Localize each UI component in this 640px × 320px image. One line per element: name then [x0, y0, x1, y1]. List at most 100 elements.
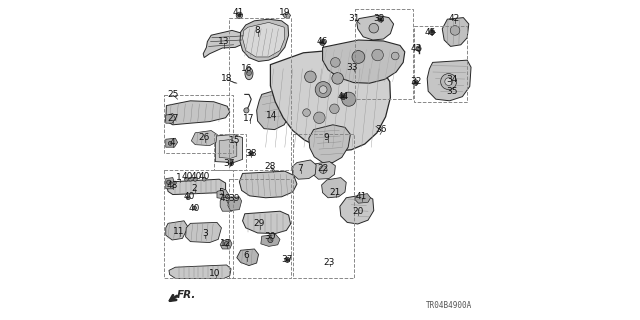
Text: 16: 16	[241, 64, 252, 73]
Text: 13: 13	[218, 37, 230, 46]
Bar	[229, 179, 291, 278]
Circle shape	[320, 40, 326, 45]
Circle shape	[451, 26, 460, 35]
Polygon shape	[340, 195, 374, 224]
Text: 37: 37	[282, 255, 293, 264]
Circle shape	[189, 177, 192, 181]
Text: 20: 20	[352, 207, 364, 216]
Circle shape	[413, 80, 419, 85]
Circle shape	[166, 180, 172, 185]
Circle shape	[238, 14, 241, 17]
Text: 28: 28	[265, 162, 276, 171]
Text: 25: 25	[167, 90, 179, 99]
Text: 21: 21	[330, 188, 341, 196]
Text: 32: 32	[374, 14, 385, 23]
Polygon shape	[220, 197, 234, 211]
Text: 26: 26	[198, 133, 210, 142]
Polygon shape	[219, 140, 237, 158]
Polygon shape	[355, 194, 371, 203]
Circle shape	[193, 177, 197, 181]
Polygon shape	[186, 222, 221, 243]
Bar	[355, 9, 413, 99]
Circle shape	[230, 162, 232, 164]
Polygon shape	[261, 235, 280, 246]
Circle shape	[314, 112, 325, 124]
Text: 7: 7	[297, 164, 303, 172]
Ellipse shape	[245, 68, 253, 80]
Polygon shape	[239, 171, 297, 198]
Text: 41: 41	[233, 8, 244, 17]
Polygon shape	[204, 30, 248, 58]
Circle shape	[250, 153, 252, 155]
Text: 23: 23	[323, 258, 335, 267]
Circle shape	[285, 257, 290, 262]
Text: 18: 18	[221, 74, 233, 83]
Circle shape	[416, 46, 421, 51]
Text: 1: 1	[177, 173, 182, 182]
Bar	[229, 18, 291, 170]
Circle shape	[319, 166, 327, 173]
Polygon shape	[166, 221, 188, 240]
Polygon shape	[283, 12, 291, 19]
Polygon shape	[257, 90, 292, 130]
Polygon shape	[191, 131, 217, 146]
Circle shape	[342, 95, 344, 98]
Circle shape	[168, 141, 172, 145]
Text: 44: 44	[337, 92, 349, 100]
Text: 33: 33	[346, 63, 358, 72]
Text: 36: 36	[376, 125, 387, 134]
Circle shape	[305, 71, 316, 83]
Circle shape	[392, 52, 399, 60]
Text: 15: 15	[230, 136, 241, 145]
Polygon shape	[243, 22, 285, 57]
Polygon shape	[309, 125, 351, 163]
Text: 10: 10	[209, 269, 221, 278]
Circle shape	[378, 16, 383, 22]
Circle shape	[414, 81, 417, 84]
Circle shape	[249, 151, 253, 156]
Text: 39: 39	[228, 194, 239, 203]
Polygon shape	[166, 178, 174, 189]
Text: 14: 14	[266, 111, 278, 120]
Polygon shape	[312, 162, 335, 179]
Circle shape	[431, 31, 433, 33]
Circle shape	[228, 161, 234, 166]
Text: TR04B4900A: TR04B4900A	[426, 301, 472, 310]
Text: 2: 2	[192, 184, 197, 193]
Polygon shape	[220, 239, 232, 249]
Text: 4: 4	[170, 138, 175, 147]
Polygon shape	[357, 15, 394, 40]
Polygon shape	[166, 114, 175, 123]
Text: 40: 40	[182, 172, 193, 180]
Text: 41: 41	[355, 192, 367, 201]
Circle shape	[186, 196, 190, 200]
Bar	[164, 95, 233, 153]
Circle shape	[236, 12, 243, 19]
Text: 34: 34	[446, 75, 458, 84]
Circle shape	[342, 92, 356, 106]
Circle shape	[321, 41, 324, 44]
Text: FR.: FR.	[177, 290, 196, 300]
Text: 30: 30	[265, 232, 276, 241]
Text: 29: 29	[253, 220, 265, 228]
Text: 3: 3	[202, 229, 207, 238]
Text: 27: 27	[167, 114, 179, 123]
Polygon shape	[322, 178, 346, 198]
Polygon shape	[215, 134, 243, 163]
Circle shape	[315, 82, 332, 98]
Circle shape	[332, 73, 344, 84]
Polygon shape	[169, 265, 231, 278]
Text: 48: 48	[166, 181, 178, 190]
Text: 12: 12	[220, 239, 231, 248]
Text: 11: 11	[173, 228, 185, 236]
Circle shape	[352, 51, 365, 63]
Polygon shape	[243, 211, 291, 234]
Polygon shape	[442, 18, 468, 46]
Polygon shape	[217, 189, 229, 199]
Text: 40: 40	[189, 204, 200, 212]
Polygon shape	[167, 179, 226, 195]
Text: 22: 22	[317, 164, 328, 172]
Text: 17: 17	[243, 114, 255, 123]
Polygon shape	[292, 160, 316, 179]
Polygon shape	[228, 197, 242, 211]
